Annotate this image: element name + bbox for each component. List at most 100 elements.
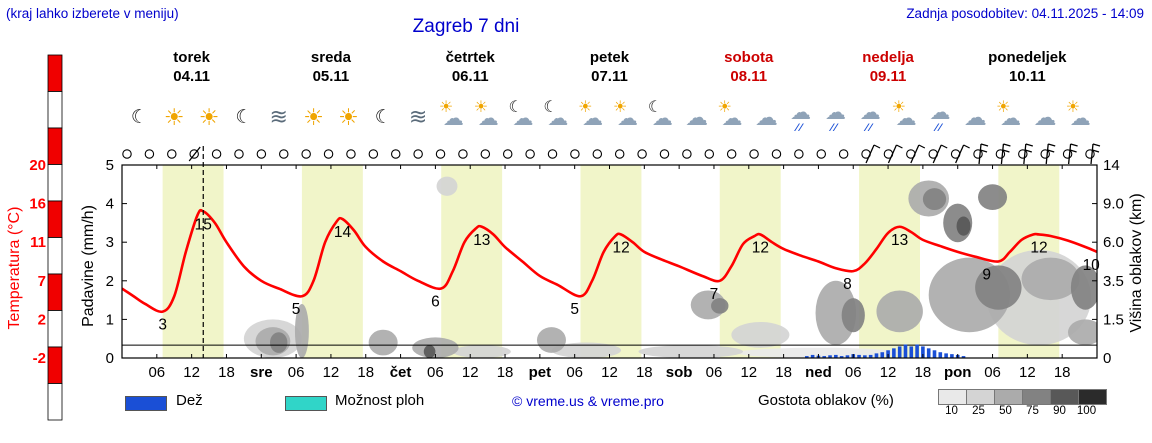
- rain-bar: [863, 355, 867, 358]
- density-value-label: 10: [945, 405, 958, 417]
- x-tick-label: 18: [497, 364, 514, 381]
- temp-tick-label: 2: [38, 311, 46, 328]
- temperature-value-label: 8: [843, 276, 852, 293]
- rain-icon: ☁ ⁄⁄: [824, 101, 846, 134]
- cloud-region: [922, 188, 947, 211]
- cloud-sun-icon: ☀ ☁: [1065, 99, 1091, 130]
- x-tick-label: 06: [845, 364, 862, 381]
- precip-tick-label: 0: [106, 350, 114, 367]
- cloud-region: [956, 216, 971, 236]
- day-name: petek: [589, 49, 630, 66]
- cloud-region: [841, 298, 865, 333]
- x-tick-label: 18: [357, 364, 374, 381]
- density-swatch-75: [1023, 389, 1051, 405]
- wind-barb: [955, 144, 965, 164]
- precip-tick-label: 5: [106, 157, 114, 174]
- cloud-region: [536, 327, 566, 353]
- wind-barb: [910, 144, 920, 164]
- weather-symbol-circle: [838, 149, 849, 159]
- cloud-region: [975, 265, 1022, 310]
- rain-bar: [892, 348, 896, 358]
- cloud-tick-label: 0: [1103, 350, 1111, 367]
- wind-barb-flag: [918, 144, 926, 149]
- precipitation-axis-label: Padavine (mm/h): [80, 205, 97, 327]
- density-value-label: 25: [972, 405, 985, 417]
- precip-tick-label: 4: [106, 196, 114, 213]
- x-tick-label: 12: [183, 364, 200, 381]
- weather-symbol-circle: [794, 149, 804, 159]
- cloud-region: [412, 337, 459, 358]
- x-tick-label: 06: [288, 364, 305, 381]
- x-tick-label: 06: [427, 364, 444, 381]
- cloud-tick-label: 1.5: [1103, 311, 1124, 328]
- wind-barb-flag: [1047, 149, 1055, 153]
- wind-barb-flag: [1070, 143, 1078, 147]
- cloud-tick-label: 3.5: [1103, 273, 1124, 290]
- moon-icon: ☾: [235, 106, 253, 128]
- cloud-density-scale: [938, 389, 1107, 405]
- wind-barb-flag: [963, 144, 970, 149]
- day-name: torek: [173, 49, 210, 66]
- day-date: 08.11: [730, 68, 768, 85]
- x-tick-label: sob: [666, 364, 693, 381]
- day-header: sreda 05.11: [261, 48, 400, 90]
- x-tick-label: 18: [1054, 364, 1071, 381]
- weather-symbol-circle: [323, 149, 334, 159]
- day-headers: torek 04.11 sreda 05.11 četrtek 06.11 petek 07.…: [122, 48, 1097, 90]
- wind-barb: [1023, 143, 1027, 165]
- temp-tick-label: 7: [38, 273, 46, 290]
- rain-bar: [921, 346, 925, 358]
- wind-shift-mark: [188, 146, 201, 162]
- cloud-sun-icon: ☀ ☁: [578, 99, 604, 130]
- daytime-band: [301, 165, 363, 358]
- x-tick-label: 06: [706, 364, 723, 381]
- wind-barb-flag: [940, 144, 948, 149]
- x-tick-label: 18: [218, 364, 235, 381]
- rain-bar: [926, 348, 931, 358]
- cloud-region: [294, 303, 309, 358]
- moon-cloud-icon: ☾ ☁: [508, 99, 534, 130]
- day-header: četrtek 06.11: [401, 48, 540, 90]
- precip-tick-label: 3: [106, 234, 114, 251]
- moon-cloud-icon: ☾ ☁: [647, 99, 673, 130]
- x-tick-label: 12: [601, 364, 618, 381]
- rain-bar: [805, 356, 809, 358]
- weather-symbol-circle: [390, 149, 401, 159]
- cloud-sun-icon: ☀ ☁: [717, 99, 743, 130]
- wind-barb: [1045, 143, 1049, 165]
- sun-cloud-icon: ☀ ☁: [891, 99, 917, 130]
- weather-symbol-circle: [816, 149, 827, 159]
- density-value-label: 100: [1076, 405, 1097, 417]
- cloud-icon: ☁: [754, 103, 778, 130]
- precip-tick-label: 2: [106, 273, 114, 290]
- temperature-ruler-segment: [47, 91, 63, 129]
- weather-icons-row: ☾ ☀ ☀ ☾ ≋ ☀ ☀ ☾ ≋ ☀ ☁ ☀ ☁ ☾ ☁ ☾ ☁ ☀ ☁ ☀ ☁ ☾ ☁ ☁ ☀ ☁ ☁ ☁ ⁄⁄ ☁ ⁄⁄ ☁ ⁄⁄ ☀ ☁ ☁ ⁄…: [122, 95, 1097, 139]
- rain-bar: [903, 344, 908, 358]
- weather-symbol-circle: [659, 149, 670, 159]
- day-name: ponedeljek: [988, 49, 1067, 66]
- x-tick-label: 12: [1019, 364, 1036, 381]
- x-tick-label: 18: [636, 364, 653, 381]
- cloud-density-values: 10 25 50 75 90 100: [938, 405, 1100, 417]
- weather-symbol-circle: [570, 149, 580, 159]
- rain-bar: [880, 352, 885, 358]
- wind-barb: [887, 144, 898, 164]
- weather-symbol-circle: [592, 149, 603, 159]
- weather-symbol-circle: [346, 149, 356, 159]
- wind-barb-flag: [1002, 149, 1010, 153]
- cloud-region: [436, 176, 458, 196]
- wind-barb: [1090, 143, 1094, 165]
- wind-barb-flag: [980, 143, 989, 147]
- rain-bar: [915, 344, 919, 358]
- cloud-region: [551, 342, 622, 358]
- rain-bar: [839, 356, 844, 358]
- temperature-value-label: 9: [982, 267, 991, 284]
- weather-symbol-circle: [749, 149, 759, 159]
- fog-icon: ≋: [408, 104, 428, 129]
- cloud-icon: ☁: [963, 103, 987, 130]
- weather-symbol-circle: [614, 149, 625, 159]
- wind-barb-flag: [1092, 149, 1100, 153]
- cloud-region: [711, 298, 729, 314]
- wind-barb-flag: [1003, 143, 1011, 147]
